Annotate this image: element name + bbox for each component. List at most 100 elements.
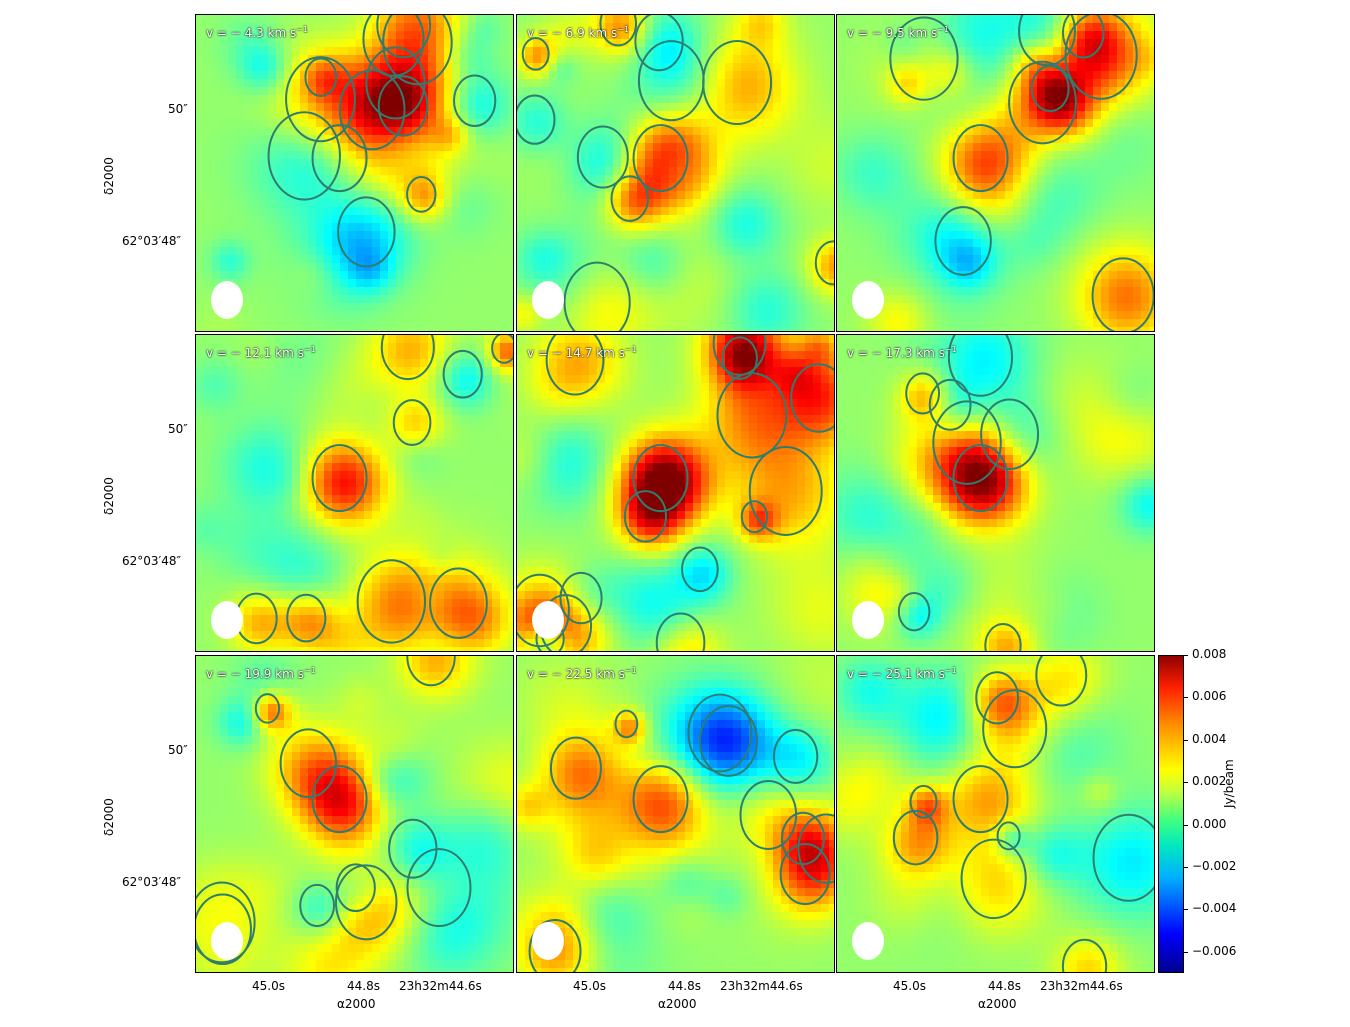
contour-line <box>952 765 1009 834</box>
contour-line <box>905 372 941 415</box>
contour-line <box>311 124 368 193</box>
contour-line <box>335 863 376 913</box>
contour-line <box>304 57 338 98</box>
x-axis-label: α2000 <box>337 997 376 1011</box>
ytick-label: 62°03′48″ <box>122 234 182 248</box>
contour-line <box>687 693 753 773</box>
contour-line <box>996 821 1021 851</box>
contour-line <box>362 15 425 77</box>
contour-line <box>960 838 1027 920</box>
contour-line <box>947 335 1014 397</box>
contour-line <box>934 206 992 276</box>
colorbar-tick-label: −0.006 <box>1192 943 1237 958</box>
contour-line <box>928 378 972 431</box>
contour-line <box>932 400 1002 485</box>
contour-line <box>1061 15 1105 59</box>
contour-line <box>1018 15 1076 67</box>
colorbar-tick-mark <box>1184 909 1188 911</box>
contour-line <box>576 125 629 189</box>
xtick-label: 45.0s <box>252 979 285 993</box>
channel-panel: v = − 12.1 km s−1 <box>195 334 514 652</box>
contour-line <box>334 864 398 941</box>
colorbar-label: Jy/beam <box>1222 759 1236 808</box>
contour-line <box>698 705 759 777</box>
contour-line <box>453 74 497 127</box>
contour-line <box>380 335 435 381</box>
channel-panel: v = − 17.3 km s−1 <box>836 334 1155 652</box>
contour-line <box>889 16 959 101</box>
contour-line <box>545 335 605 396</box>
contour-line <box>984 623 1022 651</box>
xtick-label: 23h32m44.6s <box>399 979 482 993</box>
contour-line <box>632 444 689 513</box>
contour-line <box>196 881 256 964</box>
contour-line <box>563 261 631 331</box>
contour-line <box>1061 938 1108 972</box>
colorbar-tick-mark <box>1184 782 1188 784</box>
contour-line <box>196 893 252 966</box>
channel-map-image <box>837 15 1154 331</box>
contour-line <box>376 15 432 59</box>
channel-map-image <box>517 335 834 651</box>
contour-line <box>311 444 368 513</box>
beam-ellipse <box>852 922 884 960</box>
beam-ellipse <box>852 601 884 639</box>
colorbar-tick-mark <box>1184 951 1188 953</box>
contour-line <box>739 779 798 850</box>
contour-line <box>634 15 684 72</box>
contour-line <box>637 40 705 122</box>
channel-panel: v = − 6.9 km s−1 <box>516 14 835 332</box>
velocity-label: v = − 12.1 km s−1 <box>206 345 316 360</box>
contour-line <box>549 736 602 800</box>
channel-map-image <box>196 15 513 331</box>
contour-line <box>772 728 819 784</box>
contour-line <box>279 728 338 799</box>
contour-line <box>406 656 456 687</box>
contour-line <box>517 573 570 648</box>
colorbar <box>1158 655 1184 973</box>
contour-line <box>897 592 931 632</box>
channel-map-image <box>837 335 1154 651</box>
contour-line <box>338 69 406 151</box>
colorbar-tick-label: 0.002 <box>1192 774 1227 789</box>
xtick-label: 45.0s <box>893 979 926 993</box>
contour-line <box>365 46 426 120</box>
contour-line <box>721 336 758 381</box>
xtick-label: 44.8s <box>347 979 380 993</box>
contour-line <box>1064 15 1138 100</box>
xtick-label: 44.8s <box>988 979 1021 993</box>
contour-line <box>1092 813 1154 902</box>
beam-ellipse <box>852 281 884 319</box>
contour-line <box>517 94 556 145</box>
contour-line <box>975 671 1020 725</box>
contour-line <box>382 15 453 86</box>
y-axis-label: δ2000 <box>101 157 116 195</box>
contour-line <box>740 500 769 534</box>
contour-line <box>610 175 649 222</box>
channel-map-image <box>196 656 513 972</box>
contour-line <box>980 398 1040 471</box>
beam-ellipse <box>532 281 564 319</box>
contour-line <box>748 445 823 536</box>
contour-line <box>623 490 668 543</box>
contour-line <box>491 335 513 364</box>
ytick-label: 62°03′48″ <box>122 875 182 889</box>
contour-line <box>982 689 1048 769</box>
colorbar-tick-mark <box>1184 697 1188 699</box>
ytick-label: 62°03′48″ <box>122 554 182 568</box>
contour-line <box>655 612 706 651</box>
contour-line <box>392 399 432 446</box>
contour-line <box>267 111 341 201</box>
channel-map-image <box>517 15 834 331</box>
contour-line <box>1091 257 1154 331</box>
velocity-label: v = − 9.5 km s−1 <box>847 25 950 40</box>
channel-panel: v = − 9.5 km s−1 <box>836 14 1155 332</box>
contour-line <box>712 335 767 376</box>
contour-line <box>909 784 938 819</box>
velocity-label: v = − 6.9 km s−1 <box>527 25 630 40</box>
channel-map-image <box>196 335 513 651</box>
contour-line <box>814 240 834 286</box>
beam-ellipse <box>211 601 243 639</box>
ytick-label: 50″ <box>168 102 188 116</box>
channel-panel: v = − 22.5 km s−1 <box>516 655 835 973</box>
